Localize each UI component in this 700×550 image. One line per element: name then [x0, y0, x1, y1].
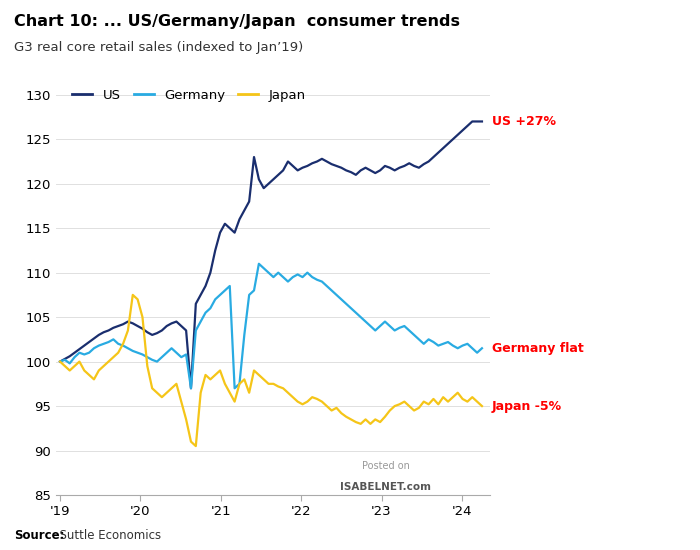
Text: Posted on: Posted on: [362, 461, 410, 471]
Text: Japan -5%: Japan -5%: [491, 399, 561, 412]
Text: G3 real core retail sales (indexed to Jan’19): G3 real core retail sales (indexed to Ja…: [14, 41, 303, 54]
Text: ISABELNET.com: ISABELNET.com: [340, 482, 431, 492]
Text: Chart 10: ... US/Germany/Japan  consumer trends: Chart 10: ... US/Germany/Japan consumer …: [14, 14, 460, 29]
Text: Suttle Economics: Suttle Economics: [52, 529, 162, 542]
Text: Source:: Source:: [14, 529, 64, 542]
Text: US +27%: US +27%: [491, 115, 556, 128]
Legend: US, Germany, Japan: US, Germany, Japan: [67, 84, 312, 107]
Text: Germany flat: Germany flat: [491, 342, 583, 355]
